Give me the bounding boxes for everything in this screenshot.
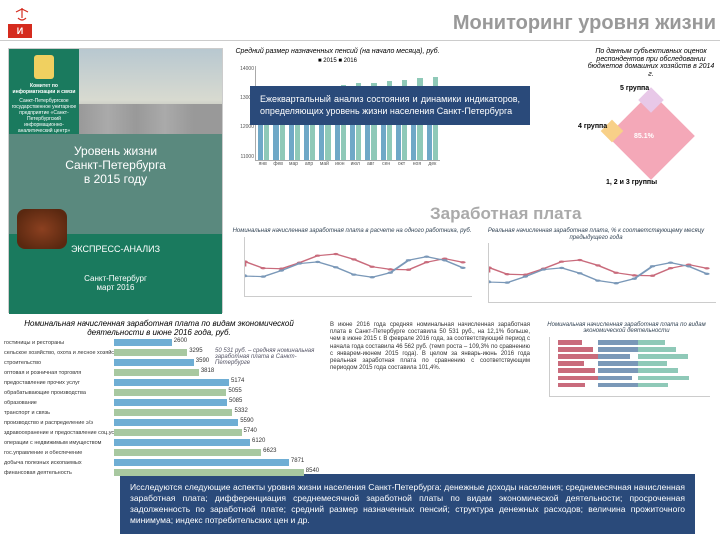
page-title: Мониторинг уровня жизни: [453, 12, 716, 35]
report-cover: Комитет по информатизации и связи Санкт-…: [8, 48, 223, 313]
footer-date: март 2016: [13, 283, 218, 292]
econ-note: 50 531 руб. – средняя номинальная зарабо…: [215, 348, 325, 366]
right-mini-chart: Номинальная начисленная заработная плата…: [539, 322, 714, 397]
diamond-title: По данным субъективных оценок респондент…: [586, 48, 716, 79]
emblem-icon: [34, 55, 54, 79]
cover-committee-panel: Комитет по информатизации и связи Санкт-…: [9, 49, 79, 134]
committee-name: Комитет по информатизации и связи: [11, 83, 77, 95]
dlabel-left: 4 группа: [578, 123, 607, 130]
logo-text: И: [8, 24, 32, 38]
dlabel-top: 5 группа: [620, 85, 649, 92]
footer-city: Санкт-Петербург: [13, 274, 218, 283]
dlabel-pct: 85.1%: [634, 133, 654, 140]
real-salary-chart: Реальная начисленная заработная плата, %…: [476, 228, 716, 313]
cover-photo: [79, 49, 222, 134]
salary-charts: Номинальная начисленная заработная плата…: [232, 228, 716, 313]
cover-title-2: Санкт-Петербурга: [19, 158, 212, 172]
right-mini-title: Номинальная начисленная заработная плата…: [539, 322, 714, 335]
dlabel-bottom: 1, 2 и 3 группы: [606, 179, 657, 186]
mc2-body: [488, 243, 716, 303]
salary-heading: Заработная плата: [430, 204, 581, 224]
econ-title: Номинальная начисленная заработная плата…: [4, 320, 314, 338]
pension-legend: ■ 2015 ■ 2016: [235, 58, 440, 64]
pension-xaxis: янвфевмарапрмайиюниюлавгсеноктноядек: [255, 161, 440, 167]
cover-title-3: в 2015 году: [19, 172, 212, 186]
diamond-wrap: 5 группа 4 группа 85.1% 1, 2 и 3 группы: [586, 83, 716, 193]
mc2-title: Реальная начисленная заработная плата, %…: [476, 228, 716, 241]
wallet-image: [17, 209, 67, 249]
diamond-chart: По данным субъективных оценок респондент…: [586, 48, 716, 193]
pension-title: Средний размер назначенных пенсий (на на…: [235, 48, 440, 56]
econ-activity-chart: Номинальная начисленная заработная плата…: [4, 320, 314, 478]
cover-title-1: Уровень жизни: [19, 144, 212, 158]
committee-sub: Санкт-Петербургское государственное унит…: [11, 98, 77, 134]
cover-title-panel: Уровень жизни Санкт-Петербурга в 2015 го…: [9, 134, 222, 234]
mc1-body: [244, 237, 472, 297]
app-logo: И: [8, 8, 36, 36]
divider: [0, 40, 720, 41]
callout-aspects: Исследуются следующие аспекты уровня жиз…: [120, 474, 695, 534]
nominal-salary-chart: Номинальная начисленная заработная плата…: [232, 228, 472, 313]
mc1-title: Номинальная начисленная заработная плата…: [232, 228, 472, 235]
salary-text: В июне 2016 года средняя номинальная нач…: [330, 322, 530, 372]
right-mini-body: [549, 337, 710, 397]
callout-quarterly: Ежеквартальный анализ состояния и динами…: [250, 86, 530, 125]
